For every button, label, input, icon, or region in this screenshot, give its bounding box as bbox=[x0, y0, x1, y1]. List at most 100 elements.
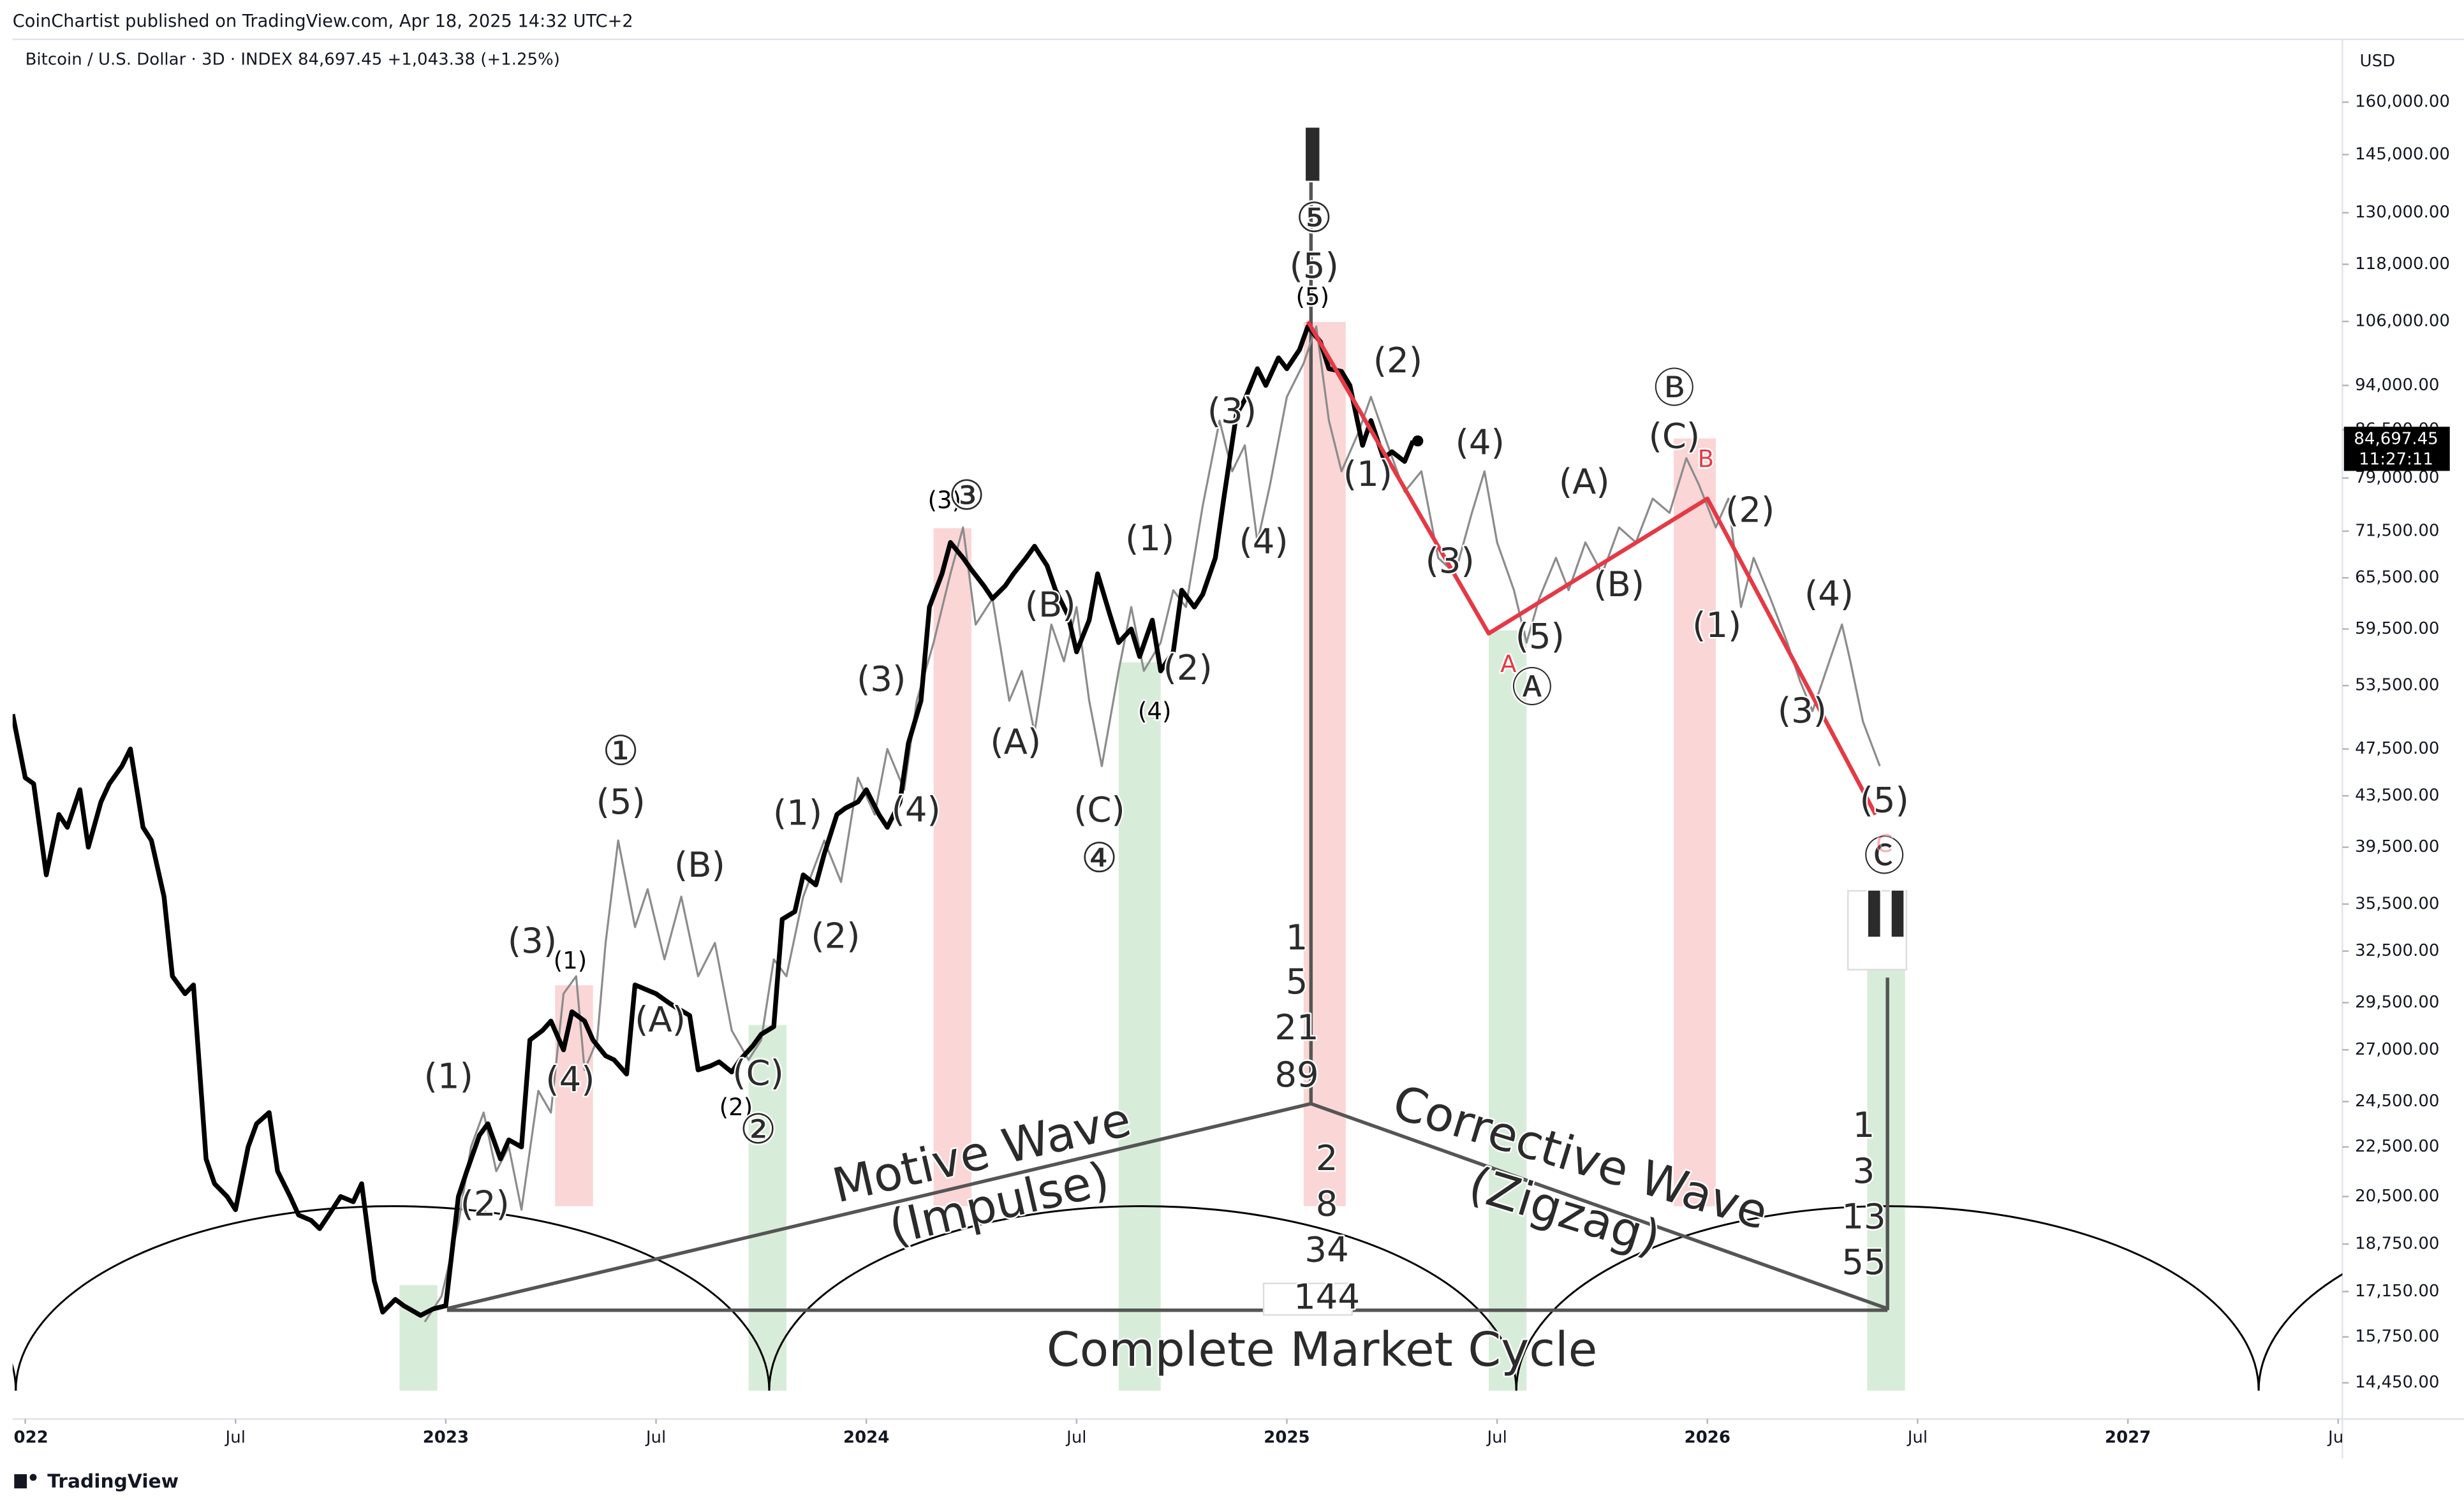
y-tick-label: 106,000.00 bbox=[2355, 312, 2450, 331]
y-tick-label: 29,500.00 bbox=[2355, 993, 2439, 1012]
wave-label: (3) bbox=[928, 487, 962, 514]
y-axis: 160,000.00 145,000.00 130,000.00 118,000.00… bbox=[2342, 92, 2450, 1392]
wave-label: (5) bbox=[1860, 780, 1909, 821]
wave-label: B bbox=[1698, 446, 1714, 473]
projection-line bbox=[424, 325, 1881, 1323]
symbol-legend: Bitcoin / U.S. Dollar · 3D · INDEX 84,69… bbox=[26, 50, 560, 69]
x-axis: 2022 Jul 2023 Jul 2024 Jul 2025 Jul 2026 Jul 2027 J… bbox=[2, 1419, 2342, 1447]
wave-label: 5 bbox=[1286, 961, 1308, 1002]
wave-label: (5) bbox=[1290, 245, 1339, 286]
wave-label: (5) bbox=[1516, 616, 1565, 657]
wave-label: (C) bbox=[1649, 416, 1700, 457]
wave-label: (2) bbox=[461, 1183, 510, 1224]
y-tick-label: 43,500.00 bbox=[2355, 786, 2439, 805]
wave-label: (3) bbox=[1426, 540, 1475, 581]
wave-label: (B) bbox=[1025, 584, 1076, 625]
y-tick-label: 32,500.00 bbox=[2355, 941, 2439, 960]
cycle-arc bbox=[768, 1205, 1517, 1391]
wave-label: 89 bbox=[1274, 1054, 1318, 1095]
y-tick-label: 47,500.00 bbox=[2355, 739, 2439, 758]
wave-label: (1) bbox=[424, 1055, 473, 1096]
y-tick-label: 130,000.00 bbox=[2355, 203, 2450, 222]
price-line bbox=[12, 324, 1415, 1318]
y-tick-label: 53,500.00 bbox=[2355, 676, 2439, 695]
y-tick-label: 18,750.00 bbox=[2355, 1234, 2439, 1254]
publisher-line: CoinChartist published on TradingView.co… bbox=[13, 11, 633, 31]
plot bbox=[12, 320, 1881, 1323]
wave-label: (1) bbox=[1343, 453, 1392, 494]
price-tag-timer: 11:27:11 bbox=[2359, 450, 2433, 469]
wave-label: (5) bbox=[596, 781, 646, 822]
wave-label: A bbox=[1500, 650, 1517, 678]
wave-label: (3) bbox=[1778, 690, 1827, 731]
y-tick-label: 14,450.00 bbox=[2355, 1373, 2439, 1392]
wave-label: (4) bbox=[545, 1058, 594, 1099]
wave-label: (1) bbox=[773, 793, 822, 833]
highlight-band bbox=[748, 1025, 786, 1391]
x-tick-label: Jul bbox=[225, 1428, 246, 1447]
wave-label: (2) bbox=[811, 915, 860, 956]
wave-label: (4) bbox=[892, 789, 941, 830]
wave-label: (3) bbox=[508, 920, 557, 961]
currency-label: USD bbox=[2360, 52, 2396, 71]
wave-label: ③ bbox=[948, 472, 985, 520]
highlight-band bbox=[933, 528, 972, 1206]
y-tick-label: 118,000.00 bbox=[2355, 254, 2450, 274]
wave-label: (2) bbox=[1725, 490, 1774, 531]
cycle-arc bbox=[15, 1205, 771, 1391]
wave-label: Ⓑ bbox=[1654, 365, 1695, 413]
y-tick-label: 24,500.00 bbox=[2355, 1092, 2439, 1111]
y-tick-label: 22,500.00 bbox=[2355, 1137, 2439, 1156]
y-tick-label: 79,000.00 bbox=[2355, 468, 2439, 487]
y-tick-label: 145,000.00 bbox=[2355, 145, 2450, 164]
wave-label: (4) bbox=[1804, 573, 1854, 614]
label-box bbox=[1847, 890, 1908, 970]
brand[interactable]: TradingView bbox=[47, 1470, 179, 1493]
x-tick-label: Jul bbox=[645, 1428, 666, 1447]
highlight-band bbox=[1674, 438, 1716, 1206]
price-tag-label: 84,697.45 bbox=[2354, 430, 2438, 449]
wave-label: (1) bbox=[1692, 604, 1741, 645]
wave-label: (2) bbox=[719, 1094, 753, 1121]
bands bbox=[399, 321, 1905, 1391]
cycle-line bbox=[1310, 1102, 1889, 1310]
wave-label: 1 bbox=[1853, 1104, 1875, 1145]
cycle-line bbox=[446, 1102, 1311, 1310]
cycle-diagram bbox=[12, 134, 2343, 1391]
wave-label: 8 bbox=[1316, 1183, 1338, 1224]
x-tick-label: Jul bbox=[1907, 1428, 1928, 1447]
x-tick-label: 2022 bbox=[2, 1428, 48, 1447]
wave-label: (2) bbox=[1163, 647, 1213, 688]
price-tag bbox=[2343, 427, 2450, 471]
wave-label: 1 bbox=[1286, 917, 1308, 958]
wave-label: (A) bbox=[1559, 461, 1610, 502]
wave-label: ② bbox=[740, 1106, 777, 1153]
wave-label: (5) bbox=[1295, 283, 1329, 311]
wave-label: (B) bbox=[674, 844, 725, 885]
y-tick-label: 59,500.00 bbox=[2355, 619, 2439, 638]
wave-label: 144 bbox=[1294, 1277, 1360, 1317]
wave-label: 55 bbox=[1841, 1241, 1885, 1282]
wave-label: I bbox=[1299, 113, 1326, 198]
wave-label: (3) bbox=[857, 658, 906, 699]
x-tick-label: 2026 bbox=[1685, 1428, 1730, 1447]
x-tick-label: Jul bbox=[1065, 1428, 1086, 1447]
wave-label: C bbox=[1876, 830, 1892, 858]
annotations: I⑤(5)(5)(2)(1)(4)(3)(5)Ⓐ(A)(B)Ⓑ(C)(2)(1)… bbox=[422, 112, 1911, 1379]
y-tick-label: 160,000.00 bbox=[2355, 92, 2450, 112]
wave-label: (C) bbox=[1073, 789, 1125, 830]
wave-label: (4) bbox=[1138, 698, 1172, 725]
wave-label: (4) bbox=[1239, 521, 1288, 562]
y-tick-label: 35,500.00 bbox=[2355, 894, 2439, 913]
y-tick-label: 15,750.00 bbox=[2355, 1327, 2439, 1346]
highlight-band bbox=[1118, 662, 1161, 1391]
brand-logo bbox=[14, 1474, 37, 1489]
wave-label: (A) bbox=[990, 721, 1041, 762]
wave-label: (1) bbox=[1125, 518, 1174, 559]
wave-label: (A) bbox=[635, 999, 686, 1039]
label-box bbox=[1262, 1282, 1353, 1316]
wave-label: (1) bbox=[554, 947, 587, 974]
